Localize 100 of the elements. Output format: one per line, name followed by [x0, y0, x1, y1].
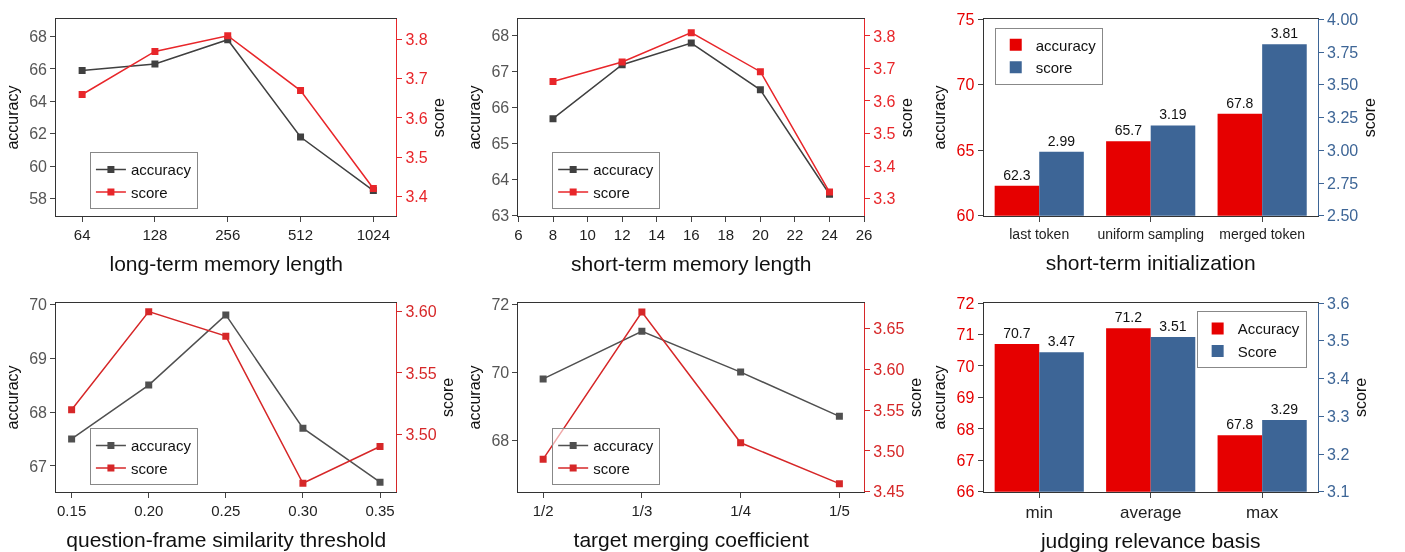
y-tick-label: 68: [29, 403, 48, 421]
y-tick-label: 69: [29, 349, 48, 367]
legend-label: score: [1035, 59, 1073, 77]
point: [549, 77, 557, 85]
y2-tick-label: 3.50: [873, 442, 905, 460]
legend-label: score: [593, 459, 630, 477]
x-tick-label: 8: [548, 225, 558, 243]
x-tick-label: average: [1119, 503, 1182, 523]
y-tick-label: 66: [29, 60, 48, 78]
point: [68, 406, 76, 414]
legend-label: Score: [1237, 342, 1277, 360]
x-tick-label: 22: [786, 225, 804, 243]
y2-tick-label: 3.8: [405, 31, 428, 49]
y2-tick-label: 3.60: [405, 303, 437, 321]
x-tick-label: 0.25: [211, 501, 241, 519]
y-tick-label: 70: [956, 357, 975, 375]
y2-tick-label: 3.3: [1327, 407, 1350, 425]
y-tick-label: 68: [29, 28, 48, 46]
x-tick-label: 0.35: [365, 501, 395, 519]
y-tick-label: 67: [29, 457, 48, 475]
x-tick-label: 20: [752, 225, 769, 243]
point: [299, 424, 307, 432]
point: [737, 439, 745, 447]
y-tick-label: 67: [956, 451, 975, 469]
x-tick-label: 0.20: [134, 501, 164, 519]
data-label: 62.3: [1003, 166, 1031, 183]
x-tick-label: 1024: [356, 225, 391, 243]
x-tick-label: merged token: [1219, 225, 1305, 242]
data-label: 67.8: [1226, 94, 1254, 111]
y2-tick-label: 3.8: [873, 27, 896, 45]
x-tick-label: 256: [215, 225, 241, 243]
y-tick-label: 66: [491, 99, 510, 117]
y2-tick-label: 3.4: [1327, 370, 1350, 388]
y2-tick-label: 2.75: [1327, 174, 1359, 192]
data-label: 65.7: [1114, 122, 1143, 139]
point: [222, 311, 230, 319]
x-axis-title: short-term initialization: [1045, 250, 1256, 274]
x-axis-title: target merging coefficient: [573, 528, 810, 552]
y-tick-label: 68: [491, 27, 510, 45]
y2-axis-title: score: [430, 97, 448, 138]
x-axis-title: long-term memory length: [109, 252, 343, 276]
y2-tick-label: 3.2: [1327, 445, 1350, 463]
y2-tick-label: 3.7: [405, 70, 428, 88]
point: [835, 480, 843, 488]
data-label: 3.51: [1159, 318, 1187, 335]
data-label: 3.19: [1159, 106, 1187, 123]
y-tick-label: 63: [491, 207, 510, 225]
y2-tick-label: 3.7: [873, 60, 896, 78]
x-axis-title: question-frame similarity threshold: [66, 528, 387, 552]
legend-label: accuracy: [130, 437, 192, 455]
y-tick-label: 66: [956, 483, 975, 501]
y2-tick-label: 3.1: [1327, 483, 1350, 501]
y2-axis-title: score: [439, 377, 457, 417]
y-tick-label: 70: [491, 363, 510, 381]
x-tick-label: 1/3: [631, 501, 653, 519]
y-tick-label: 65: [956, 141, 975, 159]
point: [222, 332, 230, 340]
point: [145, 381, 153, 389]
data-label: 3.47: [1047, 333, 1076, 350]
point: [299, 479, 307, 487]
point: [376, 478, 384, 486]
y2-tick-label: 3.4: [873, 157, 896, 175]
point: [539, 375, 547, 383]
y-axis-title: accuracy: [466, 85, 484, 150]
x-tick-label: 64: [73, 225, 91, 243]
legend-label: accuracy: [1035, 36, 1097, 54]
x-tick-label: 1/2: [532, 501, 554, 519]
y-tick-label: 70: [956, 76, 975, 94]
y-axis-title: accuracy: [4, 85, 22, 150]
y-tick-label: 65: [491, 135, 510, 153]
x-tick-label: min: [1025, 503, 1053, 523]
y2-axis-title: score: [898, 97, 916, 138]
y2-tick-label: 3.6: [405, 109, 428, 127]
point: [687, 39, 695, 47]
x-axis-title: short-term memory length: [571, 252, 812, 276]
y-tick-label: 58: [29, 190, 48, 208]
y-tick-label: 71: [956, 326, 975, 344]
y2-tick-label: 2.50: [1327, 207, 1359, 225]
legend-label: score: [130, 459, 168, 477]
point: [638, 308, 646, 316]
y2-axis-title: score: [1361, 97, 1379, 138]
x-tick-label: max: [1246, 503, 1279, 523]
x-tick-label: 128: [142, 225, 168, 243]
y-tick-label: 70: [29, 295, 48, 313]
y-tick-label: 64: [491, 171, 510, 189]
point: [151, 60, 159, 68]
y-axis-title: accuracy: [931, 365, 949, 430]
y-tick-label: 72: [491, 295, 510, 313]
y-tick-label: 68: [491, 431, 510, 449]
y2-tick-label: 3.50: [1327, 76, 1359, 94]
point: [68, 435, 76, 443]
y-axis-title: accuracy: [931, 85, 949, 150]
y2-tick-label: 3.4: [405, 187, 428, 205]
x-tick-label: 1/4: [730, 501, 752, 519]
data-label: 67.8: [1226, 416, 1254, 433]
point: [78, 67, 86, 75]
y2-tick-label: 3.6: [1327, 294, 1350, 312]
y-tick-label: 60: [956, 207, 975, 225]
y-tick-label: 68: [956, 420, 975, 438]
y-axis-title: accuracy: [466, 365, 484, 430]
